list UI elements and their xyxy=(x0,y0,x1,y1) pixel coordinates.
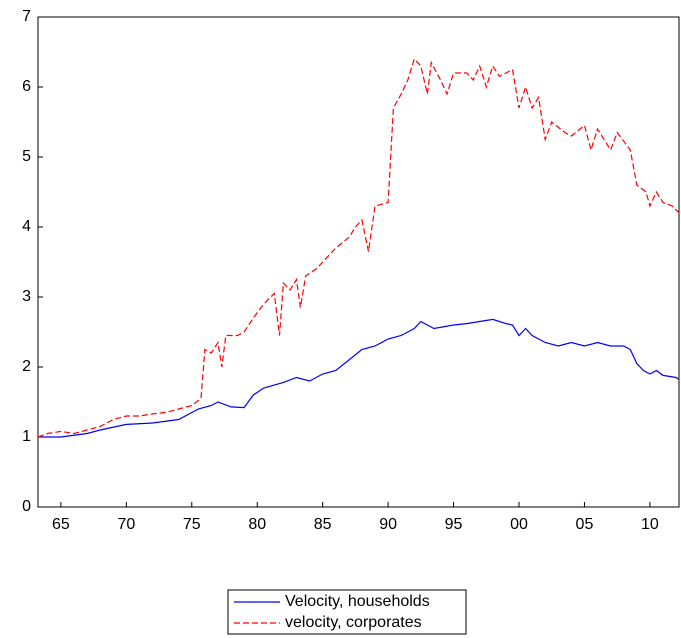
x-tick-label: 05 xyxy=(576,516,594,533)
plot-frame xyxy=(37,16,680,508)
x-tick-label: 75 xyxy=(183,516,201,533)
y-tick-label: 7 xyxy=(22,8,31,25)
x-tick-label: 00 xyxy=(510,516,528,533)
x-tick-label: 80 xyxy=(248,516,266,533)
y-tick-label: 2 xyxy=(22,358,31,375)
x-tick-label: 65 xyxy=(52,516,70,533)
y-tick-label: 1 xyxy=(22,428,31,445)
y-tick-label: 0 xyxy=(22,498,31,515)
x-tick-label: 85 xyxy=(314,516,332,533)
x-tick-label: 70 xyxy=(117,516,135,533)
y-tick-label: 3 xyxy=(22,288,31,305)
legend-box xyxy=(227,589,467,635)
y-tick-label: 6 xyxy=(22,78,31,95)
x-tick-label: 90 xyxy=(379,516,397,533)
y-tick-label: 5 xyxy=(22,148,31,165)
y-tick-label: 4 xyxy=(22,218,31,235)
x-tick-label: 10 xyxy=(641,516,659,533)
x-tick-label: 95 xyxy=(445,516,463,533)
series-line xyxy=(38,318,680,438)
legend-label: Velocity, households xyxy=(285,593,430,610)
legend-label: velocity, corporates xyxy=(285,614,422,631)
series-line xyxy=(37,57,680,438)
